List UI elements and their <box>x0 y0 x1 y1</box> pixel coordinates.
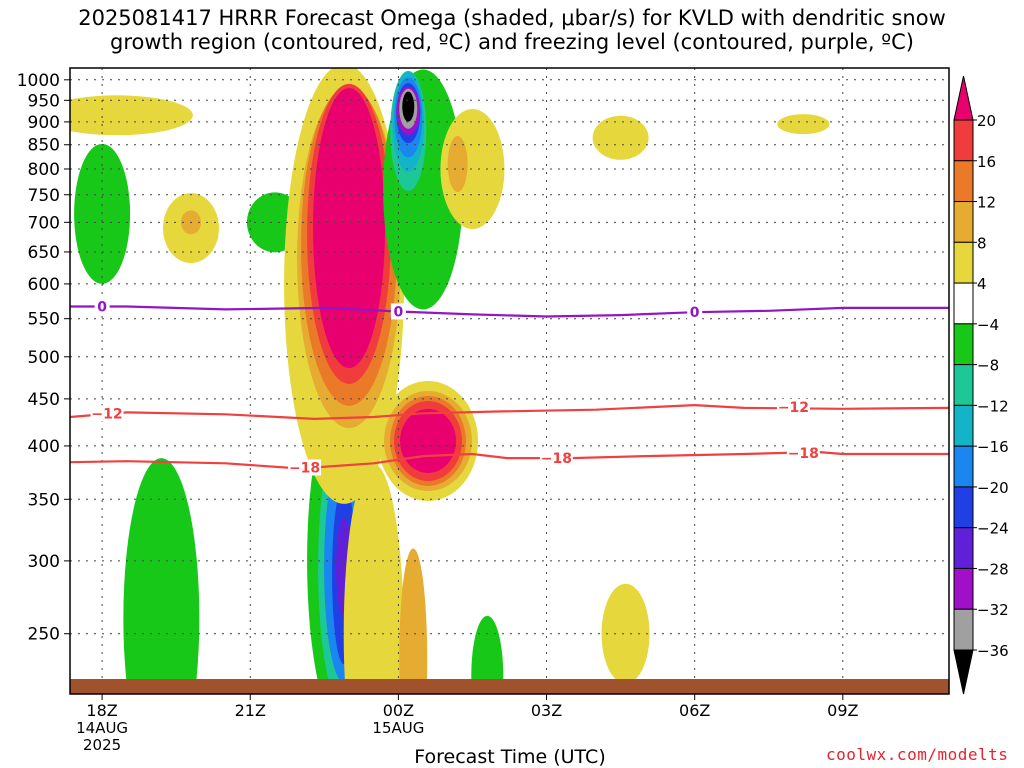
omega-region-13 <box>471 615 504 694</box>
contour-label--12-1: −12 <box>778 400 809 416</box>
contour-label-0-1: 0 <box>394 304 404 320</box>
colorbar-bin-11 <box>953 567 974 610</box>
colorbar-label-8: −16 <box>977 438 1009 456</box>
x-tick-label-03Z: 03Z <box>531 701 562 720</box>
x-tick-sublabel-00Z-0: 15AUG <box>372 719 424 737</box>
y-tick-label-500: 500 <box>28 348 60 368</box>
y-tick-label-700: 700 <box>28 213 60 233</box>
omega-region-34 <box>447 136 468 193</box>
y-tick-label-950: 950 <box>28 91 60 111</box>
chart-title: 2025081417 HRRR Forecast Omega (shaded, … <box>0 6 1024 54</box>
contour-label-bg-1-1 <box>776 398 810 415</box>
colorbar-bin-4 <box>953 282 974 325</box>
omega-region-24 <box>400 408 457 473</box>
contour-label-bg-2-2 <box>687 304 703 321</box>
ground-surface <box>70 679 949 694</box>
y-tick-label-550: 550 <box>28 310 60 330</box>
y-tick-label-800: 800 <box>28 160 60 180</box>
y-tick-label-900: 900 <box>28 113 60 133</box>
omega-region-14 <box>601 583 650 684</box>
y-tick-label-300: 300 <box>28 552 60 572</box>
colorbar-bin-5 <box>953 323 974 366</box>
colorbar-bin-2 <box>953 201 974 243</box>
omega-region-11 <box>343 463 404 694</box>
contour-label-bg-0-0 <box>288 459 322 476</box>
colorbar-label-5: −4 <box>977 316 999 334</box>
gridlines <box>70 68 949 694</box>
colorbar-label-7: −12 <box>977 397 1009 415</box>
colorbar-bin-10 <box>953 527 974 569</box>
omega-colorbar: 20 16 12 8 4 −4 −8 −12 −16 −20 −24 −28 −32 −36 <box>953 75 1009 695</box>
contour-label-0-0: 0 <box>97 300 107 316</box>
y-tick-label-400: 400 <box>28 437 60 457</box>
colorbar-label-3: 8 <box>977 234 987 252</box>
omega-region-32 <box>402 91 415 122</box>
omega-region-36 <box>777 114 830 135</box>
colorbar-label-10: −24 <box>977 520 1009 538</box>
y-tick-label-750: 750 <box>28 186 60 206</box>
colorbar-bin-6 <box>953 364 974 406</box>
colorbar-label-4: 4 <box>977 275 987 293</box>
chart-title-line-1: 2025081417 HRRR Forecast Omega (shaded, … <box>78 6 946 30</box>
contour-label--18-0: −18 <box>289 460 320 476</box>
contour-label-0-2: 0 <box>690 305 700 321</box>
omega-region-5 <box>123 458 200 694</box>
y-tick-label-600: 600 <box>28 275 60 295</box>
x-tick-label-18Z: 18Z <box>86 701 117 720</box>
y-tick-label-650: 650 <box>28 243 60 263</box>
contour-label-bg-2-1 <box>390 303 406 320</box>
y-tick-label-350: 350 <box>28 490 60 510</box>
omega-region-35 <box>592 115 649 160</box>
colorbar-bin-0 <box>953 119 974 162</box>
plot-frame <box>69 67 950 695</box>
x-tick-label-06Z: 06Z <box>679 701 710 720</box>
colorbar-label-9: −20 <box>977 479 1009 497</box>
contour-label--18-1: −18 <box>541 451 572 467</box>
colorbar-label-6: −8 <box>977 357 999 375</box>
colorbar-bin-7 <box>953 404 974 447</box>
omega-region-0 <box>70 95 193 136</box>
watermark: coolwx.com/modelts <box>826 745 1009 764</box>
colorbar-label-13: −36 <box>977 642 1009 660</box>
colorbar-label-2: 12 <box>977 194 996 212</box>
contour-label-bg-1-0 <box>90 405 124 422</box>
contour-label-bg-0-2 <box>786 444 820 461</box>
y-tick-label-450: 450 <box>28 390 60 410</box>
x-tick-sublabel-18Z-0: 14AUG <box>76 719 128 737</box>
colorbar-bin-3 <box>953 241 974 284</box>
contour-label-bg-0-1 <box>539 450 573 467</box>
pressure-axis: 250 300 350 400 450 500 550 600 650 700 750 800 850 9… <box>17 71 70 645</box>
x-axis-label: Forecast Time (UTC) <box>414 746 606 768</box>
colorbar-bin-1 <box>953 160 974 203</box>
x-tick-label-00Z: 00Z <box>383 701 414 720</box>
colorbar-bottom-arrow <box>953 649 974 695</box>
contour-label--12-0: −12 <box>91 406 122 422</box>
colorbar-bin-9 <box>953 486 974 529</box>
contour-line--12 <box>70 403 949 421</box>
colorbar-bin-12 <box>953 608 974 651</box>
x-tick-label-09Z: 09Z <box>827 701 858 720</box>
colorbar-label-12: −32 <box>977 601 1009 619</box>
temperature-contours: −18 −18 −18 −12 −12 0 0 0 <box>70 298 949 476</box>
colorbar-label-11: −28 <box>977 560 1009 578</box>
colorbar-top-arrow <box>953 75 974 121</box>
colorbar-bin-8 <box>953 445 974 488</box>
omega-region-19 <box>313 88 386 369</box>
y-tick-label-850: 850 <box>28 136 60 156</box>
plot-background <box>70 68 949 694</box>
colorbar-label-1: 16 <box>977 153 996 171</box>
contour-label-bg-2-0 <box>94 298 110 315</box>
contour-label--18-2: −18 <box>788 446 819 462</box>
chart-title-line-2: growth region (contoured, red, ºC) and f… <box>110 30 914 54</box>
x-tick-sublabel-18Z-1: 2025 <box>83 736 121 754</box>
y-tick-label-1000: 1000 <box>17 71 60 91</box>
y-tick-label-250: 250 <box>28 625 60 645</box>
colorbar-label-0: 20 <box>977 112 996 130</box>
x-tick-label-21Z: 21Z <box>235 701 266 720</box>
contour-line-0 <box>70 305 949 318</box>
omega-region-12 <box>399 548 428 694</box>
